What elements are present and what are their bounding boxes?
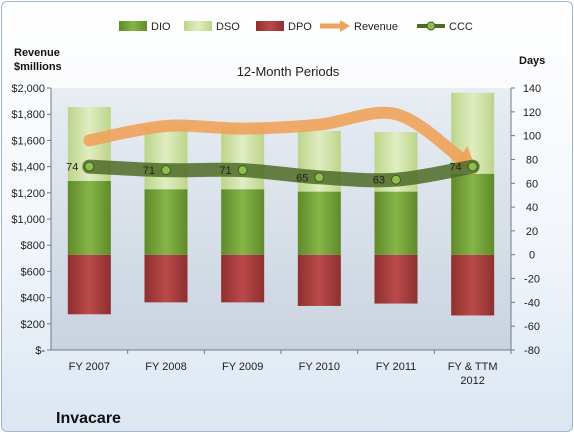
left-axis-tick-label: $600 — [21, 266, 45, 278]
bar-dso — [144, 126, 188, 190]
right-axis-tick-label: 0 — [529, 250, 535, 262]
legend-label-dio: DIO — [151, 21, 171, 33]
left-axis-label-line2: $millions — [14, 61, 62, 73]
left-axis-tick-label: $1,200 — [11, 188, 45, 200]
bar-dpo — [451, 254, 495, 316]
ccc-data-label: 71 — [219, 165, 231, 177]
chart-title: 12-Month Periods — [237, 64, 340, 79]
bar-dio — [144, 189, 188, 255]
ccc-data-label: 71 — [143, 165, 155, 177]
right-axis-tick-label: 80 — [526, 154, 538, 166]
right-axis-tick-label: 120 — [523, 107, 541, 119]
company-name: Invacare — [56, 410, 121, 427]
right-axis-tick-label: 60 — [526, 178, 538, 190]
chart-marks: 74 71 71 65 63 74 — [66, 92, 495, 316]
ccc-data-label: 74 — [449, 162, 461, 174]
category-label: FY 2009 — [222, 361, 263, 373]
category-label: 2012 — [460, 375, 484, 387]
category-label: FY 2010 — [299, 361, 340, 373]
ccc-data-label: 63 — [373, 175, 385, 187]
category-label: FY & TTM — [448, 361, 498, 373]
bar-dpo — [297, 254, 341, 306]
revenue-line — [83, 106, 469, 166]
bar-dso — [221, 126, 265, 190]
legend-label-ccc: CCC — [449, 21, 473, 33]
legend-swatch-ccc-marker — [426, 21, 436, 31]
ccc-data-label: 65 — [296, 172, 308, 184]
ccc-point — [84, 161, 95, 172]
left-axis-tick-label: $1,000 — [11, 214, 45, 226]
bar-dio — [67, 180, 111, 255]
bar-dpo — [221, 254, 265, 303]
left-axis-tick-label: $1,800 — [11, 109, 45, 121]
left-axis-tick-label: $400 — [21, 293, 45, 305]
right-axis-tick-label: 100 — [523, 131, 541, 143]
right-axis-tick-label: -60 — [524, 321, 540, 333]
bar-dio — [221, 189, 265, 255]
chart-axes: $- $200 $400 $600 $800 $1,000 $1,200 $1,400 $1,6… — [11, 83, 541, 387]
left-axis-tick-label: $1,400 — [11, 162, 45, 174]
right-axis-tick-label: 20 — [526, 226, 538, 238]
left-axis-tick-label: $200 — [21, 319, 45, 331]
legend: DIO DSO DPO Revenue CCC — [119, 20, 473, 33]
left-axis-tick-label: $800 — [21, 240, 45, 252]
right-axis-tick-label: 40 — [526, 202, 538, 214]
left-axis-tick-label: $- — [35, 345, 45, 357]
bar-dio — [374, 191, 418, 255]
right-axis-tick-label: -20 — [524, 274, 540, 286]
ccc-line — [82, 159, 480, 188]
left-axis-label-line1: Revenue — [14, 47, 60, 59]
ccc-point — [314, 172, 325, 183]
ccc-point — [391, 174, 401, 185]
ccc-point — [467, 161, 478, 172]
ccc-point — [237, 165, 248, 176]
bar-dpo — [67, 254, 111, 315]
legend-label-dpo: DPO — [288, 21, 312, 33]
category-label: FY 2007 — [69, 361, 110, 373]
bar-dpo — [374, 254, 418, 304]
legend-swatch-dso — [184, 21, 212, 31]
right-axis-label: Days — [519, 55, 545, 67]
right-axis-tick-label: 140 — [523, 83, 541, 95]
legend-swatch-revenue-arrow — [340, 20, 350, 32]
bar-dio — [451, 173, 495, 255]
right-axis-tick-label: -40 — [524, 297, 540, 309]
bar-dpo — [144, 254, 188, 303]
legend-swatch-dio — [119, 21, 147, 31]
right-axis-tick-label: -80 — [524, 345, 540, 357]
ccc-data-label: 74 — [66, 162, 78, 174]
category-label: FY 2008 — [145, 361, 186, 373]
ccc-point — [161, 165, 171, 176]
legend-label-dso: DSO — [216, 21, 240, 33]
legend-swatch-dpo — [256, 21, 284, 31]
left-axis-tick-label: $2,000 — [11, 83, 45, 95]
bar-dio — [297, 191, 341, 255]
category-label: FY 2011 — [376, 361, 417, 373]
legend-label-revenue: Revenue — [354, 21, 398, 33]
left-axis-tick-label: $1,600 — [11, 135, 45, 147]
